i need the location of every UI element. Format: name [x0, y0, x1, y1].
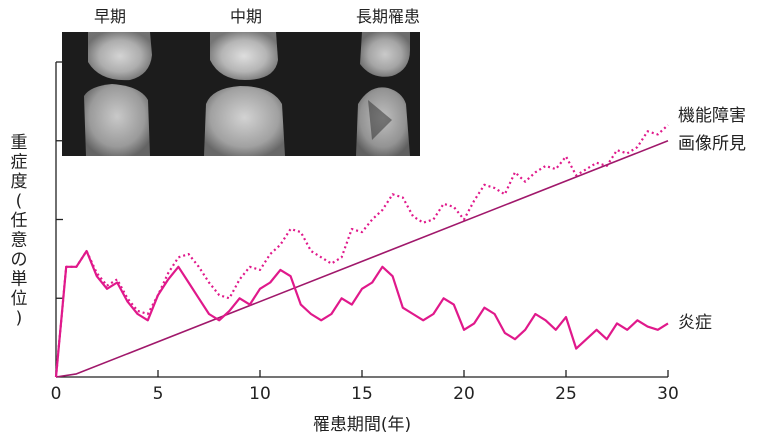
- y-axis-title-char: ): [16, 309, 23, 329]
- stage-label-longterm: 長期罹患: [356, 7, 420, 26]
- series-label-inflammation: 炎症: [678, 313, 712, 333]
- y-axis-title-char: (: [16, 192, 23, 212]
- series-layer: [54, 124, 669, 378]
- x-tick-label: 0: [51, 384, 62, 404]
- series-label-dysfunction: 機能障害: [678, 106, 746, 126]
- stage-label-early: 早期: [94, 7, 126, 26]
- y-axis-title-char: 度: [11, 172, 28, 192]
- xray-image: 早期 中期 長期罹患: [62, 7, 420, 156]
- stage-label-middle: 中期: [230, 7, 262, 26]
- xray-early-joint: [84, 32, 152, 156]
- x-tick-label: 20: [453, 384, 475, 404]
- inflammation-line: [54, 249, 669, 378]
- x-tick-label: 10: [249, 384, 271, 404]
- y-axis-title-char: 位: [11, 289, 28, 309]
- y-axis-title: 重症度(任意の単位): [11, 133, 28, 329]
- y-axis-title-char: 任: [11, 211, 28, 231]
- x-tick-label: 5: [153, 384, 164, 404]
- dysfunction-line: [54, 124, 669, 378]
- imaging-line: [55, 140, 669, 378]
- xray-longterm-joint: [356, 32, 410, 156]
- y-axis-title-char: 意: [11, 231, 28, 251]
- x-tick-label: 30: [657, 384, 679, 404]
- y-axis-title-char: 重: [11, 133, 28, 153]
- xray-middle-joint: [204, 32, 285, 156]
- x-tick-label: 15: [351, 384, 373, 404]
- y-axis-title-char: の: [11, 250, 28, 270]
- x-ticks: 0 5 10 15 20 25 30: [51, 370, 679, 404]
- x-axis-title: 罹患期間(年): [313, 415, 411, 435]
- axes: 0 5 10 15 20 25 30: [51, 61, 679, 404]
- y-ticks: [56, 61, 63, 299]
- series-label-imaging: 画像所見: [678, 134, 746, 154]
- y-axis-title-char: 症: [11, 153, 28, 173]
- y-axis-title-char: 単: [11, 270, 28, 290]
- x-tick-label: 25: [555, 384, 577, 404]
